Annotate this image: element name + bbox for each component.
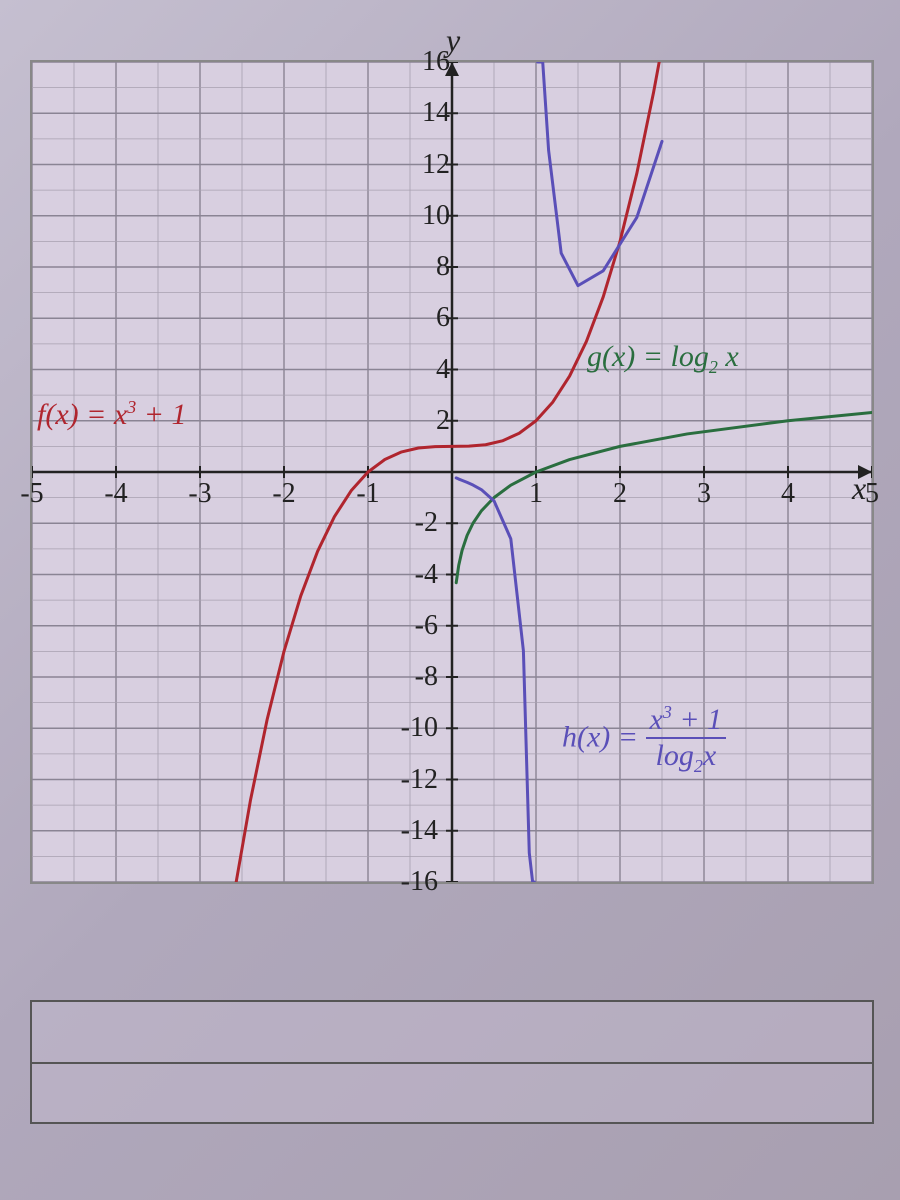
x-tick-label: -1 — [353, 478, 383, 510]
f-label-exp: 3 — [127, 397, 136, 417]
y-tick-label: 4 — [406, 354, 450, 386]
f-label-suffix: + 1 — [136, 398, 186, 431]
g-label-sub: 2 — [709, 357, 718, 377]
h-den-sub: 2 — [694, 756, 703, 776]
h-label-fraction: x3 + 1log2x — [646, 702, 727, 777]
h-function-label: h(x) = x3 + 1log2x — [562, 702, 726, 777]
h-num-exp: 3 — [663, 702, 672, 722]
y-tick-label: -12 — [394, 764, 438, 796]
y-tick-label: -16 — [394, 866, 438, 898]
chart-svg — [32, 62, 872, 882]
g-function-label: g(x) = log2 x — [587, 340, 739, 378]
y-tick-label: -14 — [394, 815, 438, 847]
answer-box-divider — [32, 1062, 872, 1064]
y-tick-label: 16 — [406, 46, 450, 78]
x-tick-label: 3 — [689, 478, 719, 510]
y-tick-label: 6 — [406, 302, 450, 334]
g-label-suffix: x — [718, 340, 739, 373]
x-tick-label: 4 — [773, 478, 803, 510]
g-label-prefix: g(x) = log — [587, 340, 709, 373]
answer-box — [30, 1000, 874, 1124]
x-tick-label: 5 — [857, 478, 887, 510]
y-tick-label: -4 — [394, 559, 438, 591]
y-tick-label: -10 — [394, 712, 438, 744]
x-tick-label: -3 — [185, 478, 215, 510]
x-tick-label: -5 — [17, 478, 47, 510]
f-label-prefix: f(x) = x — [37, 398, 127, 431]
graph-plot: y x f(x) = x3 + 1 g(x) = log2 x h(x) = x… — [30, 60, 874, 884]
y-tick-label: 8 — [406, 251, 450, 283]
y-tick-label: 10 — [406, 200, 450, 232]
h-den-pre: log — [656, 739, 694, 772]
page: y x f(x) = x3 + 1 g(x) = log2 x h(x) = x… — [0, 0, 900, 1200]
h-num-post: + 1 — [672, 703, 722, 736]
y-tick-label: 2 — [406, 405, 450, 437]
y-tick-label: -6 — [394, 610, 438, 642]
y-tick-label: -8 — [394, 661, 438, 693]
h-num-pre: x — [650, 703, 663, 736]
f-function-label: f(x) = x3 + 1 — [37, 397, 186, 432]
h-den-post: x — [703, 739, 716, 772]
y-tick-label: 14 — [406, 97, 450, 129]
h-label-left: h(x) = — [562, 720, 646, 753]
x-tick-label: 2 — [605, 478, 635, 510]
x-tick-label: -2 — [269, 478, 299, 510]
x-tick-label: -4 — [101, 478, 131, 510]
y-tick-label: 12 — [406, 149, 450, 181]
y-tick-label: -2 — [394, 507, 438, 539]
x-tick-label: 1 — [521, 478, 551, 510]
